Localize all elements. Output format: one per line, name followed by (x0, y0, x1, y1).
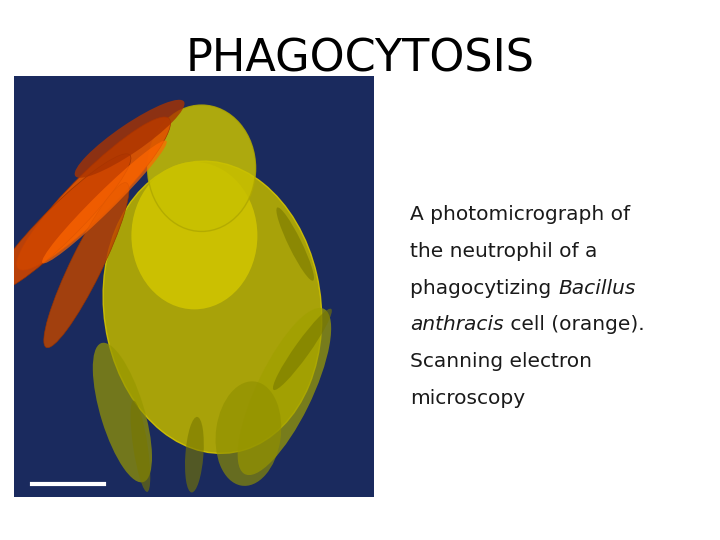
Text: anthracis: anthracis (410, 315, 504, 334)
Ellipse shape (273, 309, 332, 390)
Ellipse shape (103, 161, 322, 454)
Ellipse shape (17, 117, 171, 270)
Circle shape (148, 105, 256, 232)
Ellipse shape (132, 162, 258, 309)
Text: phagocytizing: phagocytizing (410, 279, 558, 298)
Ellipse shape (185, 417, 204, 492)
Ellipse shape (44, 183, 129, 348)
Ellipse shape (130, 401, 150, 492)
Ellipse shape (75, 100, 184, 178)
Text: the neutrophil of a: the neutrophil of a (410, 242, 598, 261)
Ellipse shape (42, 140, 167, 264)
Ellipse shape (215, 381, 282, 486)
Ellipse shape (238, 308, 331, 475)
Ellipse shape (93, 343, 152, 482)
Ellipse shape (0, 154, 131, 292)
Text: Bacillus: Bacillus (558, 279, 635, 298)
Text: cell (orange).: cell (orange). (504, 315, 644, 334)
FancyBboxPatch shape (14, 76, 374, 497)
Text: PHAGOCYTOSIS: PHAGOCYTOSIS (186, 38, 534, 81)
Text: Scanning electron: Scanning electron (410, 352, 593, 371)
Text: A photomicrograph of: A photomicrograph of (410, 205, 631, 224)
Text: microscopy: microscopy (410, 389, 526, 408)
Ellipse shape (276, 207, 314, 281)
